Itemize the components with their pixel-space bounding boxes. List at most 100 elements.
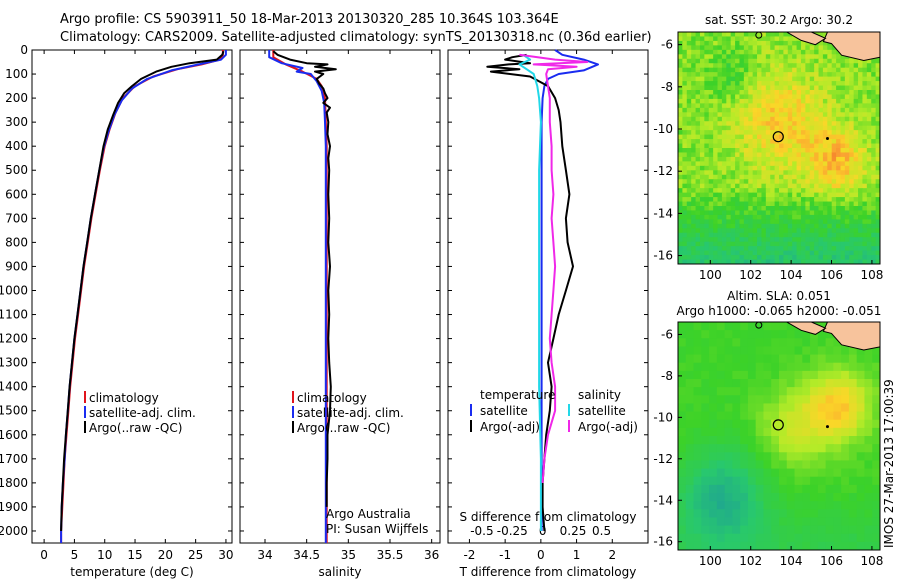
map-cell	[800, 139, 806, 145]
depth-tick-label: 1500	[0, 404, 28, 418]
depth-tick-label: 400	[5, 139, 28, 153]
map-cell	[833, 370, 842, 380]
map-cell	[836, 183, 842, 189]
map-cell	[739, 255, 745, 261]
map-cell	[704, 67, 710, 73]
map-cell	[822, 94, 828, 100]
map-cell	[866, 116, 872, 122]
map-cell	[691, 179, 697, 185]
map-cell	[872, 460, 880, 470]
map-cell	[686, 219, 692, 225]
map-cell	[814, 246, 820, 252]
map-cell	[757, 85, 763, 91]
map-cell	[858, 98, 864, 104]
map-cell	[748, 54, 754, 60]
map-cell	[740, 541, 749, 550]
map-cell	[743, 40, 749, 46]
map-cell	[693, 501, 702, 510]
map-cell	[779, 484, 788, 494]
map-cell	[726, 161, 732, 167]
map-cell	[858, 201, 864, 207]
map-cell	[743, 90, 749, 96]
map-cell	[726, 49, 732, 55]
map-cell	[822, 161, 828, 167]
map-cell	[796, 81, 802, 87]
map-cell	[695, 250, 701, 256]
map-cell	[836, 241, 842, 247]
map-cell	[757, 54, 763, 60]
map-cell	[747, 395, 757, 405]
map-cell	[743, 121, 749, 127]
map-cell	[691, 156, 697, 162]
map-cell	[730, 210, 736, 216]
map-cell	[853, 94, 859, 100]
map-cell	[752, 241, 758, 247]
map-cell	[831, 67, 837, 73]
map-cell	[678, 493, 687, 502]
map-cell	[763, 395, 772, 405]
map-cell	[831, 125, 837, 131]
map-cell	[825, 403, 834, 413]
legend-label: satellite-adj. clim.	[89, 406, 196, 420]
map-cell	[770, 130, 776, 136]
map-cell	[796, 206, 802, 212]
map-cell	[814, 192, 820, 198]
map-cell	[822, 63, 828, 69]
map-cell	[774, 32, 780, 38]
map-cell	[701, 493, 710, 502]
map-cell	[732, 338, 741, 348]
map-cell	[682, 103, 688, 109]
map-cell	[708, 116, 714, 122]
map-cell	[691, 130, 697, 136]
map-cell	[818, 90, 824, 96]
map-cell	[787, 206, 793, 212]
map-cell	[691, 152, 697, 158]
map-cell	[726, 85, 732, 91]
map-cell	[831, 228, 837, 234]
map-cell	[770, 197, 776, 203]
map-cell	[783, 250, 789, 256]
map-cell	[840, 148, 846, 154]
map-cell	[814, 179, 820, 185]
map-cell	[827, 58, 833, 64]
map-cell	[743, 72, 749, 78]
map-cell	[730, 36, 736, 42]
map-cell	[713, 228, 719, 234]
map-cell	[748, 165, 754, 171]
map-y-tick-label: -10	[653, 410, 673, 424]
map-cell	[840, 143, 846, 149]
map-cell	[695, 255, 701, 261]
map-cell	[699, 81, 705, 87]
map-cell	[783, 58, 789, 64]
map-cell	[827, 250, 833, 256]
x-tick-label: 25	[188, 548, 203, 562]
map-cell	[752, 90, 758, 96]
map-cell	[849, 152, 855, 158]
header-line-1: Argo profile: CS 5903911_50 18-Mar-2013 …	[60, 12, 559, 27]
map-cell	[704, 148, 710, 154]
map-cell	[853, 237, 859, 243]
map-cell	[787, 174, 793, 180]
map-cell	[783, 90, 789, 96]
map-cell	[810, 444, 819, 453]
map-cell	[730, 219, 736, 225]
map-cell	[849, 232, 855, 238]
map-cell	[701, 419, 710, 429]
map-cell	[708, 125, 714, 131]
map-cell	[800, 174, 806, 180]
map-cell	[771, 427, 780, 437]
map-cell	[827, 214, 833, 220]
map-cell	[678, 387, 687, 396]
map-cell	[836, 130, 842, 136]
map-cell	[809, 228, 815, 234]
map-cell	[699, 250, 705, 256]
map-cell	[724, 403, 733, 413]
map-cell	[757, 201, 763, 207]
map-cell	[805, 90, 811, 96]
map-cell	[704, 179, 710, 185]
map-cell	[862, 148, 868, 154]
map-cell	[871, 174, 877, 180]
map-cell	[786, 484, 796, 494]
map-cell	[849, 67, 855, 73]
map-cell	[831, 107, 837, 113]
